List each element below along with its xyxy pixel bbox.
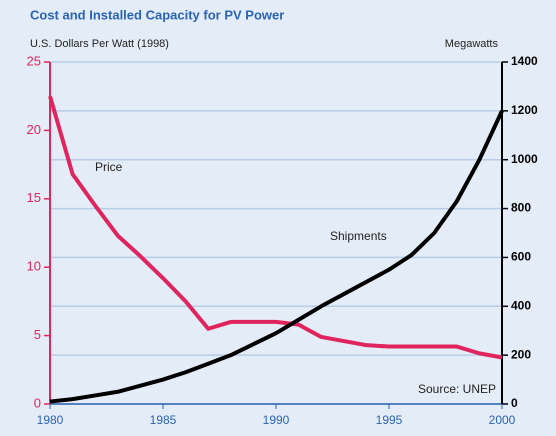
y2-tick-label: 400: [511, 298, 531, 312]
x-tick-label: 1995: [376, 413, 403, 427]
series-line: [48, 95, 503, 360]
y-tick-label: 10: [27, 259, 41, 274]
chart-title: Cost and Installed Capacity for PV Power: [30, 7, 284, 22]
y2-tick-label: 600: [511, 250, 531, 264]
y-axis-label: U.S. Dollars Per Watt (1998): [30, 38, 169, 50]
y2-tick-label: 800: [511, 201, 531, 215]
y2-tick-label: 200: [511, 347, 531, 361]
x-tick-label: 2000: [489, 413, 516, 427]
y2-tick-label: 0: [511, 396, 518, 410]
y-tick-label: 20: [27, 122, 41, 137]
series-label: Shipments: [330, 229, 387, 243]
series-line: [49, 110, 504, 404]
y-tick-label: 25: [27, 53, 41, 68]
y-tick-label: 5: [34, 327, 41, 342]
y2-tick-label: 1400: [511, 54, 538, 68]
y-tick-label: 0: [34, 395, 41, 410]
series-label: Price: [95, 160, 123, 174]
x-tick-label: 1990: [263, 413, 290, 427]
y2-tick-label: 1200: [511, 103, 538, 117]
x-tick-label: 1985: [150, 413, 177, 427]
y2-axis-label: Megawatts: [445, 38, 499, 50]
y2-tick-label: 1000: [511, 152, 538, 166]
y-tick-label: 15: [27, 190, 41, 205]
annotation: Source: UNEP: [418, 382, 496, 396]
x-tick-label: 1980: [37, 413, 64, 427]
